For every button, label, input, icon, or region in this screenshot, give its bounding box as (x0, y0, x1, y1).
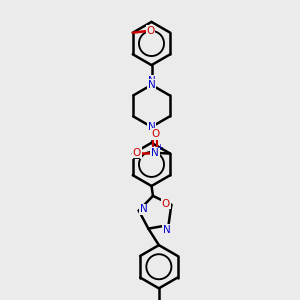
Text: N: N (163, 225, 171, 235)
Text: N: N (148, 122, 155, 132)
Text: O: O (162, 199, 170, 208)
Text: −: − (132, 154, 141, 164)
Text: N: N (148, 80, 155, 90)
Text: N: N (148, 76, 155, 86)
Text: O: O (133, 148, 141, 158)
Text: N: N (140, 204, 147, 214)
Text: O: O (151, 129, 159, 139)
Text: +: + (156, 143, 163, 152)
Text: O: O (146, 26, 154, 36)
Text: N: N (151, 148, 159, 158)
